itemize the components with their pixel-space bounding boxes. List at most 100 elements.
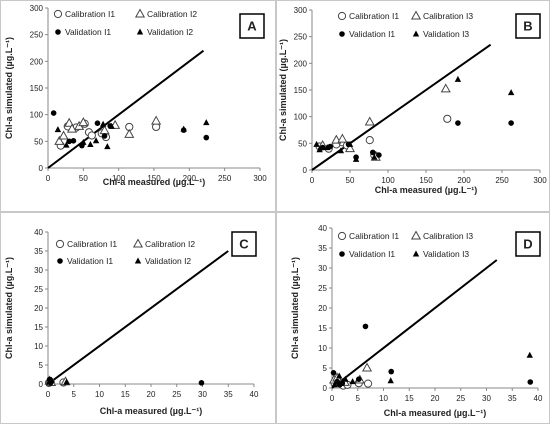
panel-label-box (239, 13, 265, 39)
x-tick-label: 15 (121, 390, 130, 399)
data-point (364, 116, 375, 126)
data-point (455, 120, 461, 126)
data-point (203, 134, 210, 141)
data-point (337, 147, 345, 154)
legend-marker (339, 31, 345, 37)
legend-marker (55, 29, 61, 35)
y-tick-label: 0 (303, 166, 308, 175)
y-tick-label: 100 (294, 113, 308, 122)
x-tick-label: 40 (250, 390, 259, 399)
y-tick-label: 50 (34, 137, 43, 146)
data-point (54, 126, 62, 133)
y-axis-label: Chl-a simulated (µg.L⁻¹) (290, 257, 300, 359)
data-point (319, 144, 326, 151)
data-point (151, 115, 162, 125)
series-validation-i2 (45, 376, 70, 385)
chart-panel-d: 0 5 10 15 20 25 30 35 40 0 5 10 15 20 25 30 35 40 Chl-a me… (276, 212, 550, 424)
legend-item: Validation I2 (136, 27, 193, 37)
x-tick-label: 150 (147, 174, 161, 183)
legend-item: Calibration I1 (337, 11, 399, 21)
data-point (64, 117, 75, 127)
x-tick-label: 40 (534, 394, 543, 403)
x-tick-label: 10 (379, 394, 388, 403)
legend-label: Calibration I1 (67, 239, 117, 249)
legend-item: Calibration I1 (55, 239, 117, 249)
legend-label: Validation I1 (67, 256, 113, 266)
legend-item: Calibration I1 (53, 9, 115, 19)
y-tick-label: 150 (30, 84, 44, 93)
y-tick-label: 0 (39, 164, 44, 173)
legend-marker (132, 238, 144, 248)
data-point (203, 119, 210, 126)
legend-marker (53, 9, 63, 19)
y-tick-label: 40 (34, 228, 43, 237)
x-tick-label: 300 (533, 176, 547, 185)
y-tick-label: 300 (30, 4, 44, 13)
data-point (330, 370, 337, 376)
series-validation-i2 (54, 119, 210, 150)
x-tick-label: 20 (431, 394, 440, 403)
data-point (70, 138, 77, 144)
legend-label: Calibration I1 (65, 9, 115, 19)
panel-label: B (523, 19, 532, 34)
data-point (440, 83, 451, 93)
legend-marker (134, 8, 146, 18)
y-tick-label: 0 (323, 384, 328, 393)
x-tick-label: 20 (147, 390, 156, 399)
data-point (388, 368, 395, 375)
legend-item: Validation I1 (57, 256, 113, 266)
y-tick-label: 250 (30, 31, 44, 40)
x-tick-label: 300 (253, 174, 267, 183)
x-tick-label: 100 (381, 176, 395, 185)
y-axis-label: Chl-a simulated (µg.L⁻¹) (4, 257, 14, 359)
legend-item: Calibration I2 (132, 238, 195, 249)
x-tick-label: 15 (405, 394, 414, 403)
data-point (78, 117, 89, 127)
chart-panel-a: 0 50 100 150 200 250 300 0 50 100 150 200 250 300 Chl-… (0, 0, 276, 212)
y-tick-label: 300 (294, 6, 308, 15)
panel-label: A (247, 19, 257, 34)
data-point (87, 131, 96, 140)
x-tick-label: 0 (330, 394, 335, 403)
data-point (339, 380, 346, 386)
data-point (50, 110, 57, 116)
data-point (527, 379, 534, 385)
x-axis-label: Chl-a measured (µg.L⁻¹) (384, 408, 486, 418)
legend-marker (410, 230, 422, 240)
x-axis-label: Chl-a measured (µg.L⁻¹) (100, 406, 202, 416)
data-point (63, 141, 70, 148)
legend-label: Calibration I3 (423, 231, 473, 241)
legend-item: Validation I1 (339, 249, 395, 259)
axes: 0 5 10 15 20 25 30 35 40 0 5 10 15 20 25 30 35 40 (318, 224, 543, 403)
data-point (365, 136, 374, 145)
y-tick-label: 30 (318, 264, 327, 273)
y-axis-label: Chl-a simulated (µg.L⁻¹) (4, 37, 14, 139)
data-point (355, 376, 362, 382)
x-tick-label: 150 (419, 176, 433, 185)
data-point (331, 381, 338, 388)
x-tick-label: 50 (346, 176, 355, 185)
x-tick-label: 30 (482, 394, 491, 403)
y-tick-label: 150 (294, 86, 308, 95)
panel-border (276, 0, 550, 212)
x-tick-label: 5 (356, 394, 361, 403)
data-point (198, 380, 205, 386)
x-tick-label: 35 (224, 390, 233, 399)
legend-label: Calibration I3 (423, 11, 473, 21)
y-tick-label: 10 (34, 342, 43, 351)
x-tick-label: 100 (112, 174, 126, 183)
x-tick-label: 10 (95, 390, 104, 399)
y-tick-label: 20 (34, 304, 43, 313)
data-point (352, 155, 360, 162)
legend-item: Validation I3 (412, 29, 469, 39)
x-tick-label: 5 (72, 390, 77, 399)
panel-label: C (239, 237, 249, 252)
data-point (387, 377, 394, 384)
legend-marker (412, 30, 420, 37)
data-point (180, 125, 187, 132)
x-axis-label: Chl-a measured (µg.L⁻¹) (103, 177, 205, 187)
legend-label: Calibration I1 (349, 11, 399, 21)
data-point (344, 143, 356, 153)
data-point (346, 140, 354, 147)
